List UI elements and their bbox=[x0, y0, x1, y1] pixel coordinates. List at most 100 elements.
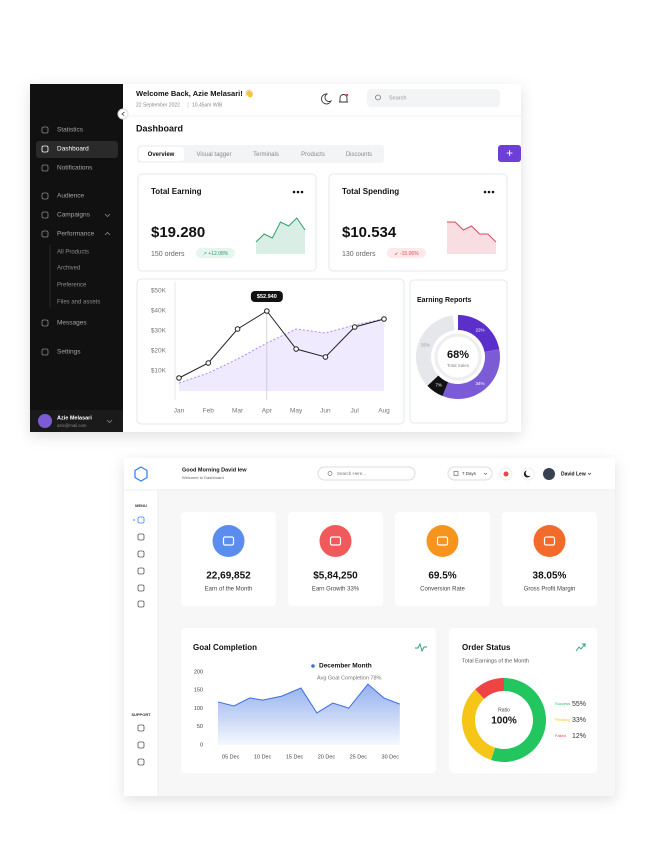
tab[interactable]: Terminals bbox=[253, 152, 279, 158]
card-title: Total Spending bbox=[342, 187, 399, 196]
card-title: Order Status bbox=[462, 643, 511, 652]
area-fill bbox=[447, 222, 496, 254]
series-line bbox=[255, 217, 306, 243]
nav-icon bbox=[137, 600, 145, 608]
stat-icon-glyph bbox=[329, 536, 342, 546]
center-value: 100% bbox=[491, 716, 517, 727]
chart-subtitle: Avg Goal Completion 78% bbox=[317, 675, 382, 681]
nav-icon bbox=[137, 550, 145, 558]
add-button[interactable] bbox=[498, 145, 521, 162]
avatar bbox=[543, 468, 555, 480]
data-point bbox=[322, 354, 329, 360]
nav-item[interactable]: Archived bbox=[57, 266, 80, 272]
logo bbox=[134, 466, 148, 482]
search-placeholder: Search Here... bbox=[337, 471, 366, 476]
menu-dot bbox=[292, 190, 296, 194]
avatar bbox=[38, 414, 52, 428]
donut-slice bbox=[491, 678, 546, 762]
tab[interactable]: Overview bbox=[148, 152, 175, 158]
x-tick-label: May bbox=[290, 408, 303, 415]
stat-label: Earn Growth 33% bbox=[312, 587, 360, 593]
data-point bbox=[234, 326, 241, 332]
support-label: SUPPORT bbox=[131, 712, 151, 717]
nav-item[interactable]: Files and assets bbox=[57, 300, 100, 306]
theme-button[interactable] bbox=[521, 467, 535, 481]
nav-item[interactable]: Messages bbox=[57, 320, 87, 327]
data-point bbox=[293, 346, 299, 352]
stat-icon bbox=[533, 525, 566, 557]
x-tick-label: 05 Dec bbox=[222, 754, 240, 760]
nav-item[interactable]: Statistics bbox=[57, 127, 84, 134]
stat-icon-glyph bbox=[222, 536, 235, 546]
search-placeholder: Search bbox=[389, 95, 406, 101]
nav-item[interactable]: Audience bbox=[57, 193, 84, 200]
data-point bbox=[264, 308, 270, 314]
y-tick-label: $40K bbox=[151, 308, 167, 315]
x-tick-label: Aug bbox=[378, 408, 390, 415]
x-tick-label: Apr bbox=[262, 408, 273, 415]
greeting: Good Morning David lew bbox=[182, 467, 247, 473]
chevron bbox=[104, 213, 111, 218]
collapse-button[interactable] bbox=[117, 108, 129, 120]
series-line bbox=[178, 318, 385, 384]
card-orders: 130 orders bbox=[342, 251, 376, 258]
stat-value: 22,69,852 bbox=[206, 571, 251, 582]
slice-label: 7% bbox=[435, 383, 442, 388]
nav-item[interactable]: All Products bbox=[57, 250, 89, 256]
stat-icon-glyph bbox=[436, 536, 449, 546]
card-amount: $10.534 bbox=[342, 224, 397, 241]
menu-dot bbox=[491, 190, 495, 194]
card-title: Goal Completion bbox=[193, 643, 257, 652]
stat-label: Conversion Rate bbox=[420, 587, 465, 593]
tab[interactable]: Products bbox=[301, 152, 325, 158]
legend-label: Failed bbox=[555, 733, 566, 738]
tab[interactable]: Visual tagger bbox=[197, 152, 232, 158]
period-select[interactable] bbox=[447, 466, 493, 481]
nav-item[interactable]: Performance bbox=[57, 231, 95, 238]
search-box[interactable] bbox=[367, 89, 500, 107]
trend-icon bbox=[575, 643, 586, 652]
nav-item[interactable]: Dashboard bbox=[57, 146, 89, 153]
nav-icon bbox=[41, 211, 49, 219]
legend-value: 12% bbox=[572, 733, 586, 740]
y-tick-label: $30K bbox=[151, 328, 167, 335]
legend-label: Success bbox=[555, 701, 570, 706]
menu-dot bbox=[483, 190, 487, 194]
nav-item[interactable]: Settings bbox=[57, 349, 81, 356]
search-box[interactable] bbox=[317, 466, 416, 481]
legend-dot bbox=[311, 664, 315, 668]
moon-icon bbox=[523, 470, 531, 478]
nav-item[interactable]: Preference bbox=[57, 283, 87, 289]
chart-card bbox=[449, 628, 597, 773]
nav-icon bbox=[41, 348, 49, 356]
center-value: 68% bbox=[447, 349, 469, 361]
nav-icon bbox=[41, 192, 49, 200]
menu-dot bbox=[487, 190, 491, 194]
slice-label: 22% bbox=[475, 328, 484, 333]
nav-icon bbox=[41, 145, 49, 153]
nav-icon bbox=[137, 567, 145, 575]
stat-icon-glyph bbox=[543, 536, 556, 546]
series-line bbox=[447, 221, 497, 243]
x-tick-label: 15 Dec bbox=[286, 754, 304, 760]
donut-slice bbox=[442, 349, 500, 399]
stat-value: 38.05% bbox=[533, 571, 567, 582]
moon-icon[interactable] bbox=[321, 93, 332, 105]
search-icon bbox=[327, 471, 333, 476]
nav-item[interactable]: Notifications bbox=[57, 165, 93, 172]
side-rail bbox=[124, 490, 158, 796]
stat-label: Gross Profit Margin bbox=[524, 587, 576, 593]
y-tick-label: $20K bbox=[151, 348, 167, 355]
notification-icon bbox=[503, 471, 509, 477]
bell-icon[interactable] bbox=[339, 94, 348, 103]
center-label: Total Sales bbox=[447, 363, 470, 368]
add-button-label: + bbox=[506, 146, 513, 160]
tab[interactable]: Discounts bbox=[346, 152, 372, 158]
x-tick-label: 20 Dec bbox=[318, 754, 336, 760]
data-point bbox=[176, 375, 182, 381]
active-item-bg bbox=[36, 141, 118, 158]
nav-item[interactable]: Campaigns bbox=[57, 212, 91, 219]
x-tick-label: 25 Dec bbox=[350, 754, 368, 760]
legend-label: Pending bbox=[555, 717, 570, 722]
